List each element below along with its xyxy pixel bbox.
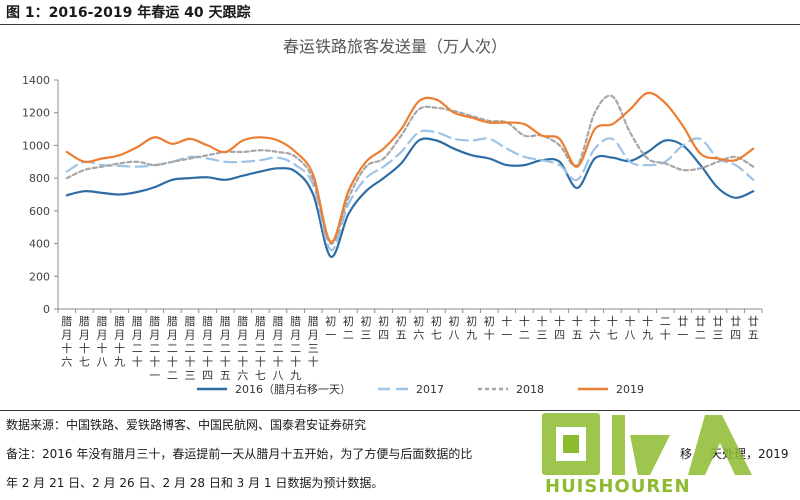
remark-note-line2: 年 2 月 21 日、2 月 26 日、2 月 28 日和 3 月 1 日数据为… xyxy=(6,476,384,490)
x-tick-label: 腊月二十二 xyxy=(167,315,178,382)
y-tick-label: 200 xyxy=(29,270,50,283)
x-tick-label: 廿五 xyxy=(748,315,759,342)
x-tick-label: 腊月十六 xyxy=(61,315,72,369)
x-tick-label: 初三 xyxy=(361,314,372,342)
x-tick-label: 十一 xyxy=(501,314,512,342)
divider xyxy=(0,24,800,25)
legend-label: 2018 xyxy=(516,383,544,396)
x-tick-label: 腊月二十四 xyxy=(202,315,213,382)
x-tick-label: 腊月三十 xyxy=(308,315,319,369)
x-tick-label: 腊月十七 xyxy=(79,315,90,369)
x-tick-label: 腊月二十 xyxy=(132,315,143,369)
figure-caption: 图 1：2016-2019 年春运 40 天跟踪 xyxy=(6,5,251,21)
x-tick-label: 腊月二十三 xyxy=(185,315,196,382)
x-tick-label: 廿三 xyxy=(713,315,724,342)
chart-title: 春运铁路旅客发送量（万人次） xyxy=(283,37,507,56)
x-tick-label: 廿一 xyxy=(677,315,688,342)
x-tick-label: 腊月二十九 xyxy=(290,315,301,382)
x-tick-label: 腊月十八 xyxy=(97,315,108,369)
x-tick-label: 初九 xyxy=(466,314,477,342)
x-tick-label: 十七 xyxy=(607,314,618,342)
x-tick-label: 腊月二十八 xyxy=(273,315,284,382)
x-tick-label: 腊月二十七 xyxy=(255,315,266,382)
y-tick-label: 1000 xyxy=(22,139,50,152)
remark-note-tail-a: 移 xyxy=(680,447,693,461)
y-tick-label: 800 xyxy=(29,172,50,185)
x-tick-label: 初六 xyxy=(413,314,424,342)
x-tick-label: 十六 xyxy=(589,314,600,342)
x-tick-label: 十五 xyxy=(572,314,583,342)
x-tick-label: 初八 xyxy=(449,314,460,342)
x-tick-label: 腊月二十一 xyxy=(149,315,160,382)
x-tick-label: 十八 xyxy=(625,314,636,342)
x-tick-label: 初七 xyxy=(431,314,442,342)
series-line-1 xyxy=(65,129,755,252)
remark-note-line1: 备注：2016 年没有腊月三十，春运提前一天从腊月十五开始，为了方便与后面数据的… xyxy=(6,447,473,461)
x-tick-label: 廿二 xyxy=(695,315,706,342)
legend-label: 2016（腊月右移一天） xyxy=(235,382,351,396)
series-line-0 xyxy=(65,137,755,258)
y-tick-label: 1400 xyxy=(22,74,50,87)
x-tick-label: 十三 xyxy=(537,314,548,342)
x-tick-label: 腊月二十六 xyxy=(237,315,248,382)
x-tick-label: 廿四 xyxy=(730,315,741,342)
legend-label: 2017 xyxy=(416,383,444,396)
series-line-2 xyxy=(65,94,755,245)
x-tick-label: 腊月二十五 xyxy=(220,315,231,382)
x-tick-label: 十四 xyxy=(554,314,565,342)
x-tick-label: 二十 xyxy=(660,315,671,342)
x-tick-label: 初二 xyxy=(343,314,354,342)
series-line-3 xyxy=(65,91,755,244)
x-tick-label: 初五 xyxy=(396,314,407,342)
x-tick-label: 初四 xyxy=(378,314,389,342)
legend-label: 2019 xyxy=(616,383,644,396)
source-note: 数据来源：中国铁路、爱铁路博客、中国民航网、国泰君安证券研究 xyxy=(6,418,367,432)
x-tick-label: 十九 xyxy=(642,314,653,342)
chart: 春运铁路旅客发送量（万人次） 0 200 400 600 800 1000 1200 1400… xyxy=(22,37,763,396)
watermark-logo xyxy=(542,413,752,475)
x-tick-label: 十二 xyxy=(519,314,530,342)
y-tick-label: 0 xyxy=(43,303,50,316)
plot-area: 0 200 400 600 800 1000 1200 1400 腊月十六腊月十七腊月十八腊月十… xyxy=(22,74,763,382)
x-tick-label: 初一 xyxy=(325,314,336,342)
y-tick-label: 600 xyxy=(29,205,50,218)
x-tick-label: 腊月十九 xyxy=(114,315,125,369)
watermark-text: HUISHOUREN xyxy=(545,476,691,497)
divider xyxy=(0,410,800,411)
y-tick-label: 1200 xyxy=(22,107,50,120)
y-tick-label: 400 xyxy=(29,238,50,251)
x-tick-label: 初十 xyxy=(484,314,495,342)
legend: 2016（腊月右移一天） 2017 2018 2019 xyxy=(197,382,644,396)
